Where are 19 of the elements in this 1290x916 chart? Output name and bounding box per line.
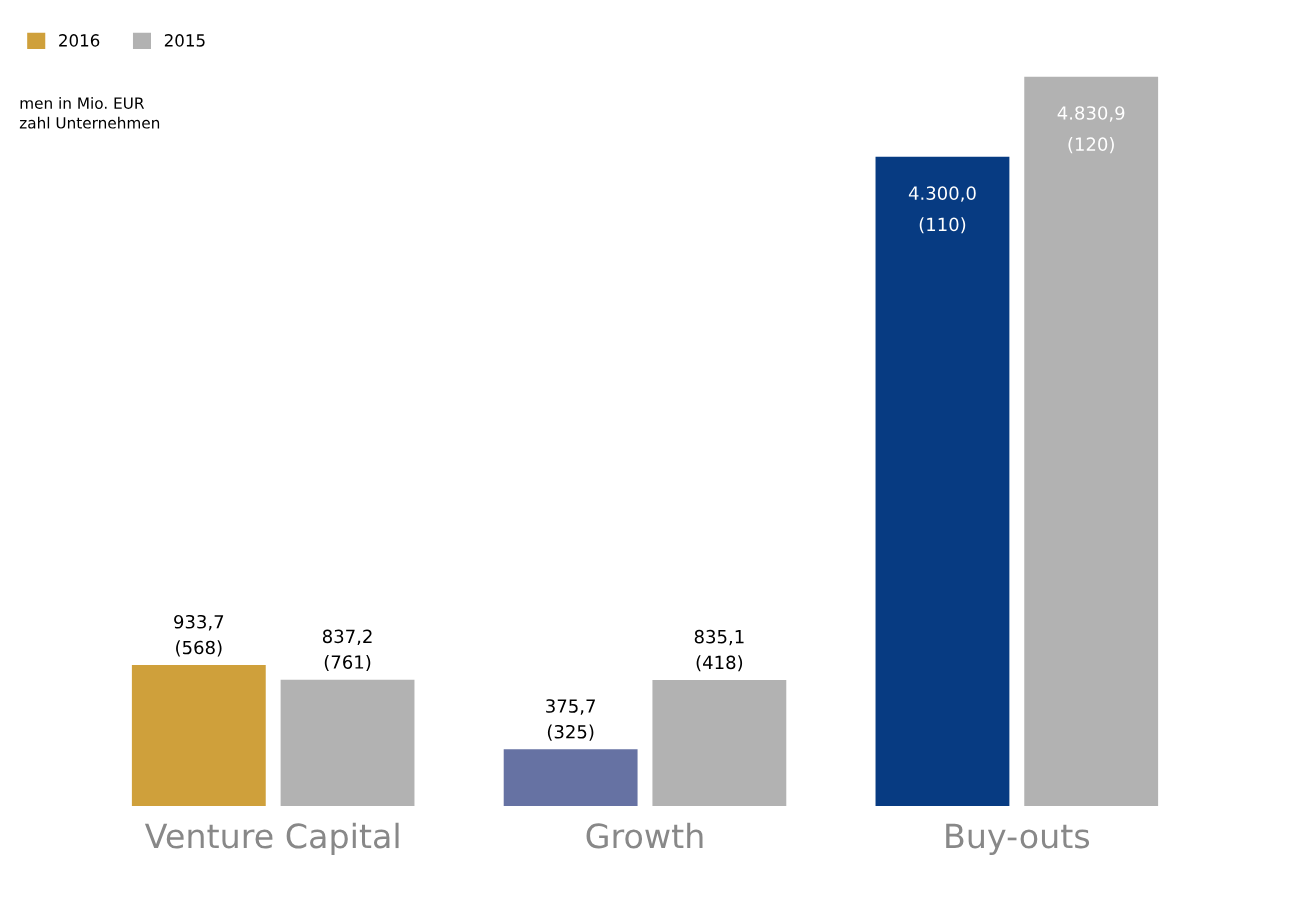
data-label: 4.300,0 (110) (908, 186, 976, 234)
x-tick-label: Buy-outs (946, 823, 1090, 856)
data-label: 4.830,9 (120) (1057, 106, 1125, 154)
data-label: 933,7 (568) (174, 614, 224, 657)
data-label: 837,2 (761) (322, 629, 372, 671)
legend-label: 2015 (164, 34, 205, 47)
bar (652, 679, 787, 807)
legend-label: 2016 (59, 34, 100, 47)
bar (280, 679, 415, 807)
data-label: 375,7 (325) (546, 699, 595, 741)
x-tick-label: Growth (586, 822, 703, 849)
bar (1024, 76, 1159, 807)
annotation: zahl Unternehmen (19, 116, 160, 129)
bar (875, 156, 1010, 807)
annotation: men in Mio. EUR (20, 97, 145, 109)
data-label: 835,1 (418) (694, 629, 744, 672)
bar (503, 749, 638, 807)
x-tick-label: Venture Capital (144, 822, 399, 856)
bar (131, 665, 266, 807)
